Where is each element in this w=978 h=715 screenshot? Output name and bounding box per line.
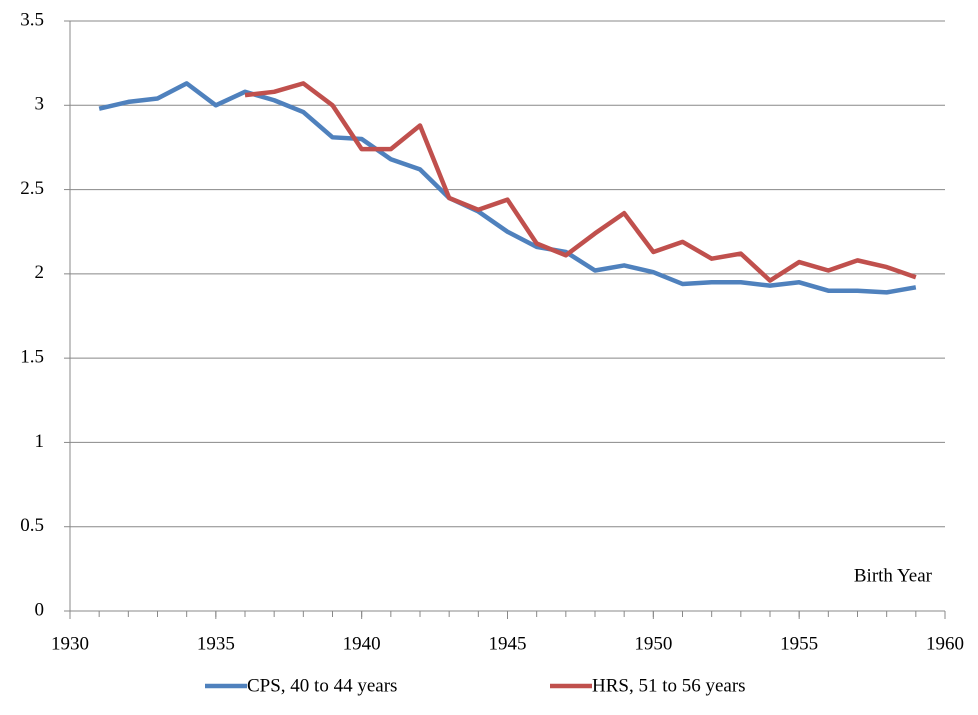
x-tick-label: 1955 [780, 633, 818, 654]
y-tick-label: 0 [35, 599, 45, 620]
y-tick-label: 1 [35, 431, 45, 452]
series-line [244, 81, 917, 283]
y-tick-label: 3 [35, 94, 45, 115]
x-tick-label: 1940 [343, 633, 381, 654]
x-tick-label: 1950 [634, 633, 672, 654]
y-tick-label: 1.5 [20, 347, 44, 368]
x-tick-label: 1935 [197, 633, 235, 654]
y-tick-label: 2 [35, 262, 45, 283]
legend-label: CPS, 40 to 44 years [247, 675, 397, 696]
y-tick-label: 3.5 [20, 9, 44, 30]
y-tick-label: 2.5 [20, 178, 44, 199]
x-tick-label: 1930 [51, 633, 89, 654]
x-tick-label: 1960 [926, 633, 964, 654]
x-axis-label: Birth Year [854, 565, 933, 586]
series-line [98, 81, 917, 295]
y-tick-label: 0.5 [20, 515, 44, 536]
x-tick-label: 1945 [489, 633, 527, 654]
legend-label: HRS, 51 to 56 years [592, 675, 746, 696]
